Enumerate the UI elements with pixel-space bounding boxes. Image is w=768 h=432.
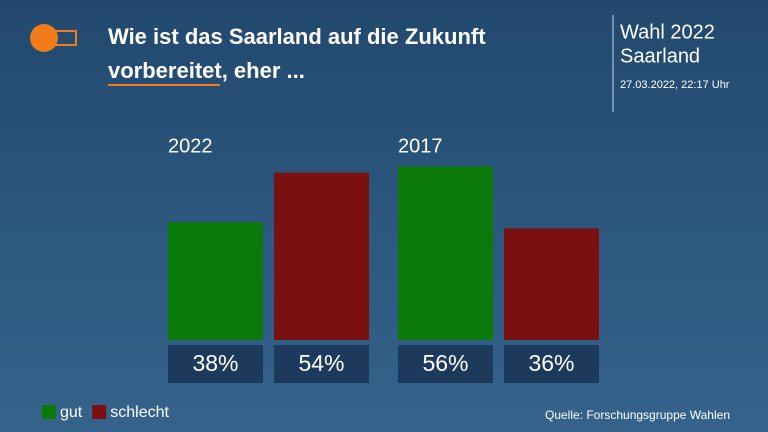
value-label: 36% <box>528 350 574 376</box>
chart-title: Wie ist das Saarland auf die Zukunft vor… <box>108 24 486 83</box>
bar <box>398 166 493 340</box>
election: Wahl 2022 <box>620 21 715 43</box>
value-label-box <box>168 345 263 383</box>
timestamp: 27.03.2022, 22:17 Uhr <box>620 79 730 91</box>
bar <box>504 228 599 340</box>
region: Saarland <box>620 45 700 67</box>
bar <box>274 172 369 340</box>
value-label: 56% <box>422 350 468 376</box>
value-label: 38% <box>192 350 238 376</box>
value-label-box <box>398 345 493 383</box>
category-label: 2017 <box>398 135 443 157</box>
value-label-box <box>504 345 599 383</box>
value-label: 54% <box>298 350 344 376</box>
legend-label: gut <box>60 404 83 421</box>
category-label: 2022 <box>168 135 213 157</box>
logo <box>30 24 77 52</box>
value-label-box <box>274 345 369 383</box>
bar <box>168 222 263 340</box>
legend-swatch <box>42 405 56 419</box>
legend-label: schlecht <box>110 404 169 421</box>
legend-swatch <box>92 405 107 419</box>
source: Quelle: Forschungsgruppe Wahlen <box>545 408 730 422</box>
